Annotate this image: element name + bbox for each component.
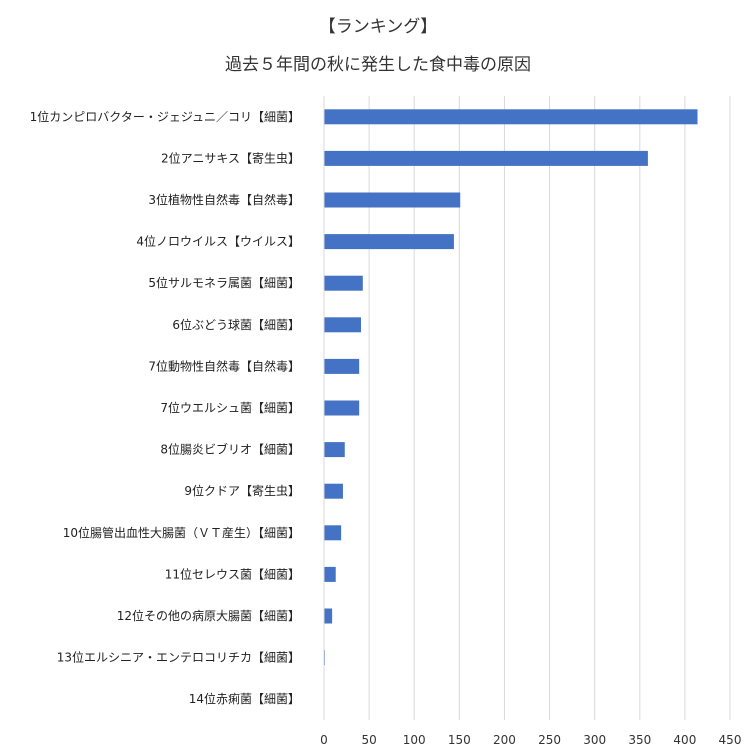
- category-label: 1位カンピロバクター・ジェジュニ／コリ【細菌】: [30, 109, 300, 124]
- category-label: 10位腸管出血性大腸菌（ＶＴ産生）【細菌】: [63, 525, 300, 540]
- category-label: 4位ノロウイルス【ウイルス】: [136, 234, 300, 249]
- category-label: 8位腸炎ビブリオ【細菌】: [160, 442, 300, 457]
- category-label: 5位サルモネラ属菌【細菌】: [148, 275, 300, 290]
- bar: [324, 525, 342, 541]
- chart-title: 【ランキング】: [318, 17, 438, 37]
- chart-subtitle: 過去５年間の秋に発生した食中毒の原因: [225, 55, 531, 75]
- x-tick-label: 300: [583, 733, 606, 747]
- x-tick-label: 0: [320, 733, 328, 747]
- bar: [324, 608, 333, 624]
- bar: [324, 192, 461, 208]
- x-tick-label: 200: [493, 733, 516, 747]
- category-label: 9位クドア【寄生虫】: [184, 483, 300, 498]
- bar: [324, 234, 454, 250]
- category-label: 7位動物性自然毒【自然毒】: [148, 358, 300, 373]
- x-tick-label: 50: [361, 733, 376, 747]
- category-label: 3位植物性自然毒【自然毒】: [148, 192, 300, 207]
- x-tick-label: 450: [719, 733, 742, 747]
- bar: [324, 442, 345, 458]
- x-tick-label: 400: [673, 733, 696, 747]
- bar: [324, 483, 343, 499]
- bar: [324, 400, 360, 416]
- category-label: 6位ぶどう球菌【細菌】: [172, 317, 300, 332]
- bar: [324, 566, 336, 582]
- category-label: 14位赤痢菌【細菌】: [189, 691, 300, 706]
- bar: [324, 275, 363, 291]
- bar: [324, 109, 698, 125]
- category-label: 2位アニサキス【寄生虫】: [161, 150, 300, 165]
- bar: [324, 358, 360, 374]
- x-tick-label: 150: [448, 733, 471, 747]
- category-label: 11位セレウス菌【細菌】: [165, 566, 300, 581]
- category-label: 12位その他の病原大腸菌【細菌】: [117, 608, 300, 623]
- x-tick-label: 250: [538, 733, 561, 747]
- category-label: 13位エルシニア・エンテロコリチカ【細菌】: [57, 650, 300, 665]
- x-tick-label: 350: [628, 733, 651, 747]
- x-tick-label: 100: [403, 733, 426, 747]
- bar: [324, 150, 648, 166]
- bar: [324, 317, 361, 333]
- category-label: 7位ウエルシュ菌【細菌】: [160, 400, 300, 415]
